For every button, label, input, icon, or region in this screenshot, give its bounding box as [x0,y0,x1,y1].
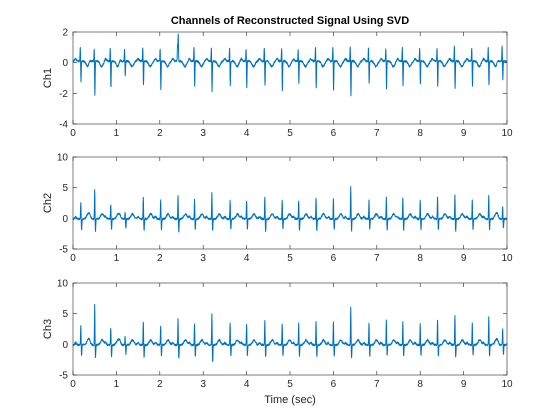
y-tick-label: 5 [62,183,68,194]
x-tick-label: 10 [501,253,513,264]
series-line-ch3 [72,303,508,363]
y-tick-label: 5 [62,309,68,320]
x-tick-label: 3 [200,379,206,390]
y-tick-label: 10 [57,153,69,164]
x-tick-label: 7 [374,128,380,139]
x-tick-label: 2 [157,128,163,139]
x-tick-label: 1 [114,128,120,139]
y-tick-label: 10 [57,279,69,290]
series-line-ch1 [72,33,508,97]
y-tick-label: 0 [62,214,68,225]
y-axis-label: Ch3 [42,319,54,339]
x-tick-label: 2 [157,253,163,264]
x-tick-label: 3 [200,253,206,264]
y-tick-label: 0 [62,340,68,351]
x-tick-label: 0 [70,253,76,264]
x-tick-label: 4 [244,379,250,390]
x-tick-label: 5 [287,379,293,390]
subplot-ch1: 0 1 2 3 4 5 6 7 8 9 10 -4 -2 0 2 Ch1 [42,28,513,140]
y-axis-label: Ch1 [42,68,54,88]
x-tick-label: 10 [501,379,513,390]
x-tick-label: 5 [287,128,293,139]
y-tick-label: -5 [59,245,68,256]
x-tick-label: 7 [374,379,380,390]
x-tick-label: 6 [331,253,337,264]
y-tick-label: -5 [59,371,68,382]
x-tick-label: 9 [461,128,467,139]
x-tick-label: 5 [287,253,293,264]
x-tick-label: 3 [200,128,206,139]
x-tick-label: 9 [461,379,467,390]
y-tick-label: 2 [62,28,68,39]
x-tick-label: 6 [331,379,337,390]
figure-title: Channels of Reconstructed Signal Using S… [171,15,409,27]
x-tick-label: 7 [374,253,380,264]
x-tick-label: 4 [244,128,250,139]
x-tick-label: 0 [70,128,76,139]
x-tick-label: 8 [417,253,423,264]
x-tick-label: 4 [244,253,250,264]
series-line-ch2 [72,186,508,233]
x-tick-label: 6 [331,128,337,139]
x-axis-label: Time (sec) [264,394,316,406]
y-tick-label: -4 [59,120,68,131]
y-axis-label: Ch2 [42,193,54,213]
x-tick-label: 9 [461,253,467,264]
x-tick-label: 8 [417,128,423,139]
x-tick-label: 1 [114,379,120,390]
x-tick-label: 1 [114,253,120,264]
y-tick-label: -2 [59,89,68,100]
x-tick-label: 8 [417,379,423,390]
x-tick-label: 10 [501,128,513,139]
x-tick-label: 2 [157,379,163,390]
x-tick-label: 0 [70,379,76,390]
y-tick-label: 0 [62,58,68,69]
